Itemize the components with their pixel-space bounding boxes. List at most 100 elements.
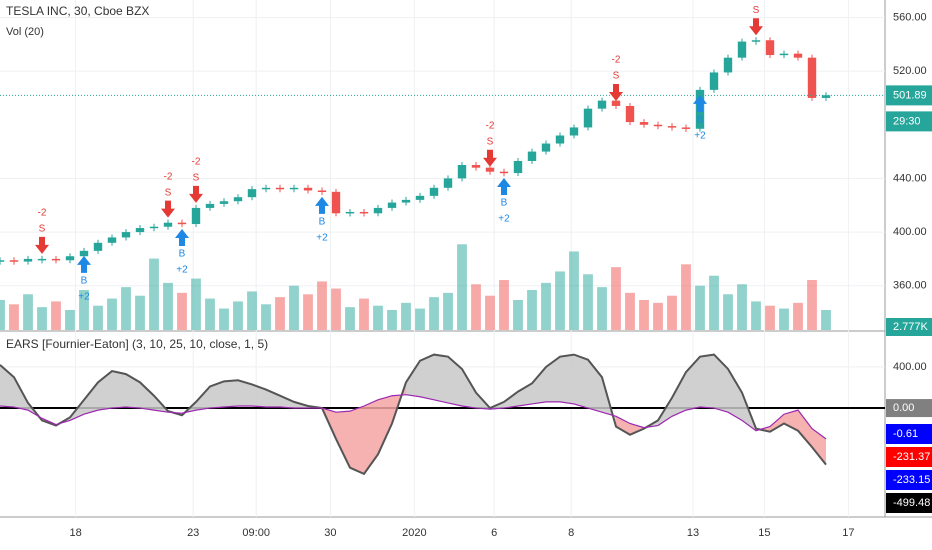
indicator-fill xyxy=(448,356,462,407)
candle xyxy=(9,260,19,262)
candle xyxy=(275,187,285,190)
candle xyxy=(653,124,663,127)
indicator-value-box xyxy=(886,447,932,467)
volume-bar xyxy=(163,282,173,330)
candle xyxy=(751,40,761,42)
candle xyxy=(247,189,257,198)
volume-title: Vol (20) xyxy=(6,26,44,38)
indicator-fill xyxy=(700,354,714,409)
volume-bar xyxy=(331,288,341,330)
volume-bar xyxy=(597,287,607,330)
indicator-fill xyxy=(238,380,252,407)
signal-label: S xyxy=(39,224,46,235)
signal-label: B xyxy=(81,275,88,286)
volume-bar xyxy=(247,291,257,330)
volume-bar xyxy=(23,294,33,330)
signal-label: B xyxy=(179,249,186,260)
indicator-fill xyxy=(350,406,364,474)
indicator-value-box xyxy=(886,493,932,513)
volume-bar xyxy=(415,308,425,330)
signal-label: S xyxy=(193,173,200,184)
volume-bar xyxy=(499,280,509,330)
x-tick-label: 18 xyxy=(69,527,81,539)
volume-bar xyxy=(527,290,537,330)
chart-title: TESLA INC, 30, Cboe BZX xyxy=(6,4,149,18)
candle xyxy=(373,207,383,214)
candle xyxy=(429,187,439,196)
volume-bar xyxy=(9,304,19,330)
volume-bar xyxy=(583,274,593,330)
candle xyxy=(205,203,215,208)
volume-bar xyxy=(555,271,565,330)
indicator-fill xyxy=(112,371,126,409)
candle xyxy=(807,57,817,98)
volume-bar xyxy=(653,302,663,330)
candle xyxy=(0,260,5,262)
volume-bar xyxy=(807,280,817,330)
candle xyxy=(737,41,747,58)
sell-arrow xyxy=(483,149,497,167)
y-tick-label: 360.00 xyxy=(893,280,927,292)
buy-arrow xyxy=(77,255,91,273)
y-tick-label: 400.00 xyxy=(893,361,927,373)
indicator-fill xyxy=(140,382,154,411)
candle xyxy=(597,100,607,109)
volume-bar xyxy=(681,264,691,330)
candle xyxy=(317,190,327,192)
indicator-fill xyxy=(84,382,98,415)
volume-bar xyxy=(261,304,271,330)
volume-bar xyxy=(93,305,103,330)
volume-bar xyxy=(695,285,705,330)
x-tick-label: 6 xyxy=(491,527,497,539)
volume-bar xyxy=(821,310,831,330)
volume-bar xyxy=(569,251,579,330)
volume-bar xyxy=(387,310,397,330)
indicator-fill xyxy=(252,384,266,408)
indicator-fill xyxy=(616,416,630,435)
indicator-fill xyxy=(420,354,434,400)
volume-bar xyxy=(625,292,635,330)
x-tick-label: 17 xyxy=(842,527,854,539)
candle xyxy=(681,127,691,129)
buy-arrow xyxy=(175,229,189,247)
signal-label: +2 xyxy=(78,291,90,302)
x-tick-label: 23 xyxy=(187,527,199,539)
candle xyxy=(471,165,481,168)
candle xyxy=(345,211,355,214)
candle xyxy=(457,165,467,179)
candle xyxy=(289,187,299,190)
sell-arrow xyxy=(35,236,49,254)
indicator-fill xyxy=(546,356,560,402)
last-price-label: 501.89 xyxy=(893,89,927,101)
indicator-value-label: -231.37 xyxy=(893,451,930,463)
candle xyxy=(121,232,131,238)
x-tick-label: 30 xyxy=(324,527,336,539)
candle xyxy=(541,143,551,152)
volume-bar xyxy=(65,310,75,330)
candle xyxy=(37,258,47,261)
volume-bar xyxy=(485,295,495,330)
candle xyxy=(569,127,579,136)
indicator-fill xyxy=(812,428,826,465)
indicator-fill xyxy=(280,395,294,409)
indicator-line xyxy=(0,394,827,440)
volume-bar xyxy=(233,301,243,330)
buy-arrow xyxy=(693,94,707,112)
indicator-fill xyxy=(364,399,378,474)
signal-label: -2 xyxy=(38,208,47,219)
candle xyxy=(331,191,341,214)
y-tick-label: 440.00 xyxy=(893,172,927,184)
sell-arrow xyxy=(189,185,203,203)
volume-bar xyxy=(37,307,47,330)
indicator-fill xyxy=(518,383,532,407)
indicator-fill xyxy=(728,368,742,421)
signal-label: +2 xyxy=(498,214,510,225)
volume-bar xyxy=(275,297,285,330)
volume-bar xyxy=(135,295,145,330)
candle xyxy=(513,160,523,174)
candle xyxy=(709,72,719,90)
countdown-label: 29:30 xyxy=(893,115,921,127)
candle xyxy=(415,195,425,200)
x-tick-label: 2020 xyxy=(402,527,426,539)
volume-bar xyxy=(457,244,467,330)
